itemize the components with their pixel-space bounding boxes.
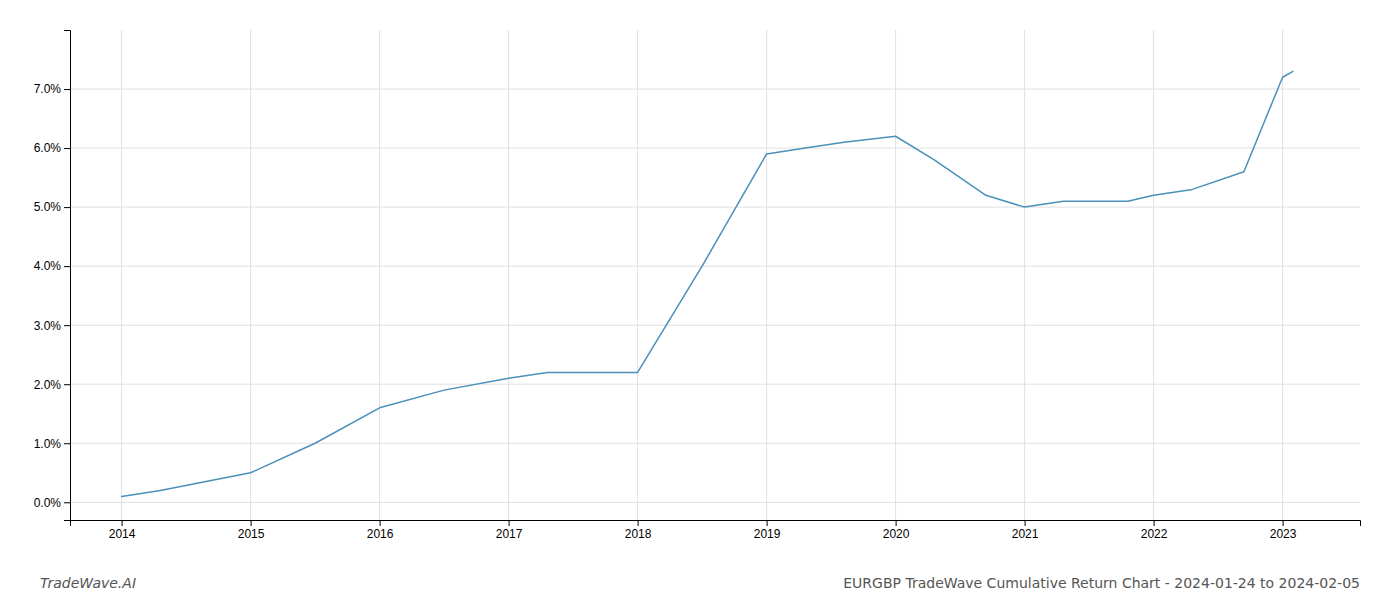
tick: 3.0% xyxy=(34,319,70,333)
grid-line-y xyxy=(70,89,1360,90)
grid-line-y xyxy=(70,266,1360,267)
x-axis: 2014 2015 2016 2017 2018 2019 2020 2021 2022 2023 xyxy=(71,520,1361,541)
grid-line-x xyxy=(121,30,122,520)
tick-mark xyxy=(64,384,70,385)
tick-mark xyxy=(64,266,70,267)
tick-label: 2022 xyxy=(1141,527,1168,541)
tick: 2015 xyxy=(238,520,265,541)
grid-line-y xyxy=(70,443,1360,444)
axis-line xyxy=(64,31,71,521)
grid-line-x xyxy=(1282,30,1283,520)
tick-label: 3.0% xyxy=(34,319,62,333)
grid-line-x xyxy=(508,30,509,520)
tick-mark xyxy=(64,325,70,326)
y-axis: 0.0% 1.0% 2.0% 3.0% 4.0% 5.0% 6.0% 7.0% xyxy=(34,31,71,521)
grid-line-y xyxy=(70,207,1360,208)
tick: 6.0% xyxy=(34,141,70,155)
tick-label: 2018 xyxy=(625,527,652,541)
tick: 2016 xyxy=(367,520,394,541)
plot-area xyxy=(122,71,1293,496)
tick-label: 2017 xyxy=(496,527,523,541)
tick: 2020 xyxy=(883,520,910,541)
grid-line-x xyxy=(379,30,380,520)
tick-label: 7.0% xyxy=(34,82,62,96)
tick: 7.0% xyxy=(34,82,70,96)
tick-mark xyxy=(380,520,381,526)
tick-mark xyxy=(64,207,70,208)
tick-mark xyxy=(64,148,70,149)
grid-line-x xyxy=(1153,30,1154,520)
title: EURGBP TradeWave Cumulative Return Chart… xyxy=(843,575,1360,591)
grid-line-x xyxy=(250,30,251,520)
tick-label: 2016 xyxy=(367,527,394,541)
tick-label: 2020 xyxy=(883,527,910,541)
grid-line-y xyxy=(70,325,1360,326)
tick-mark xyxy=(896,520,897,526)
tick: 2018 xyxy=(625,520,652,541)
tick-label: 1.0% xyxy=(34,437,62,451)
watermark: TradeWave.AI xyxy=(40,575,136,591)
tick-label: 2019 xyxy=(754,527,781,541)
tick-mark xyxy=(1154,520,1155,526)
grid-line-x xyxy=(1024,30,1025,520)
grid xyxy=(70,30,1360,520)
tick-mark xyxy=(64,89,70,90)
tick-mark xyxy=(1025,520,1026,526)
tick-label: 2023 xyxy=(1270,527,1297,541)
tick-mark xyxy=(638,520,639,526)
tick: 2019 xyxy=(754,520,781,541)
tick-mark xyxy=(64,502,70,503)
grid-line-x xyxy=(895,30,896,520)
tick-mark xyxy=(64,443,70,444)
tick-label: 2.0% xyxy=(34,378,62,392)
tick: 2014 xyxy=(109,520,136,541)
tick-mark xyxy=(767,520,768,526)
tick-label: 5.0% xyxy=(34,200,62,214)
axis-line xyxy=(71,521,1361,527)
tick: 2022 xyxy=(1141,520,1168,541)
tick-label: 4.0% xyxy=(34,259,62,273)
grid-line-x xyxy=(637,30,638,520)
tick: 0.0% xyxy=(34,496,70,510)
tick-label: 2015 xyxy=(238,527,265,541)
tick-mark xyxy=(251,520,252,526)
tick-label: 6.0% xyxy=(34,141,62,155)
tick-mark xyxy=(1283,520,1284,526)
chart: 2014 2015 2016 2017 2018 2019 2020 2021 2022 2023… xyxy=(0,0,1400,600)
tick: 2023 xyxy=(1270,520,1297,541)
grid-line-y xyxy=(70,502,1360,503)
tick-mark xyxy=(122,520,123,526)
tick: 4.0% xyxy=(34,259,70,273)
grid-line-y xyxy=(70,384,1360,385)
line xyxy=(122,71,1293,496)
tick: 2021 xyxy=(1012,520,1039,541)
tick: 2017 xyxy=(496,520,523,541)
tick-label: 2021 xyxy=(1012,527,1039,541)
tick: 2.0% xyxy=(34,378,70,392)
tick-label: 0.0% xyxy=(34,496,62,510)
tick: 5.0% xyxy=(34,200,70,214)
tick-label: 2014 xyxy=(109,527,136,541)
tick: 1.0% xyxy=(34,437,70,451)
grid-line-x xyxy=(766,30,767,520)
grid-line-y xyxy=(70,148,1360,149)
tick-mark xyxy=(509,520,510,526)
